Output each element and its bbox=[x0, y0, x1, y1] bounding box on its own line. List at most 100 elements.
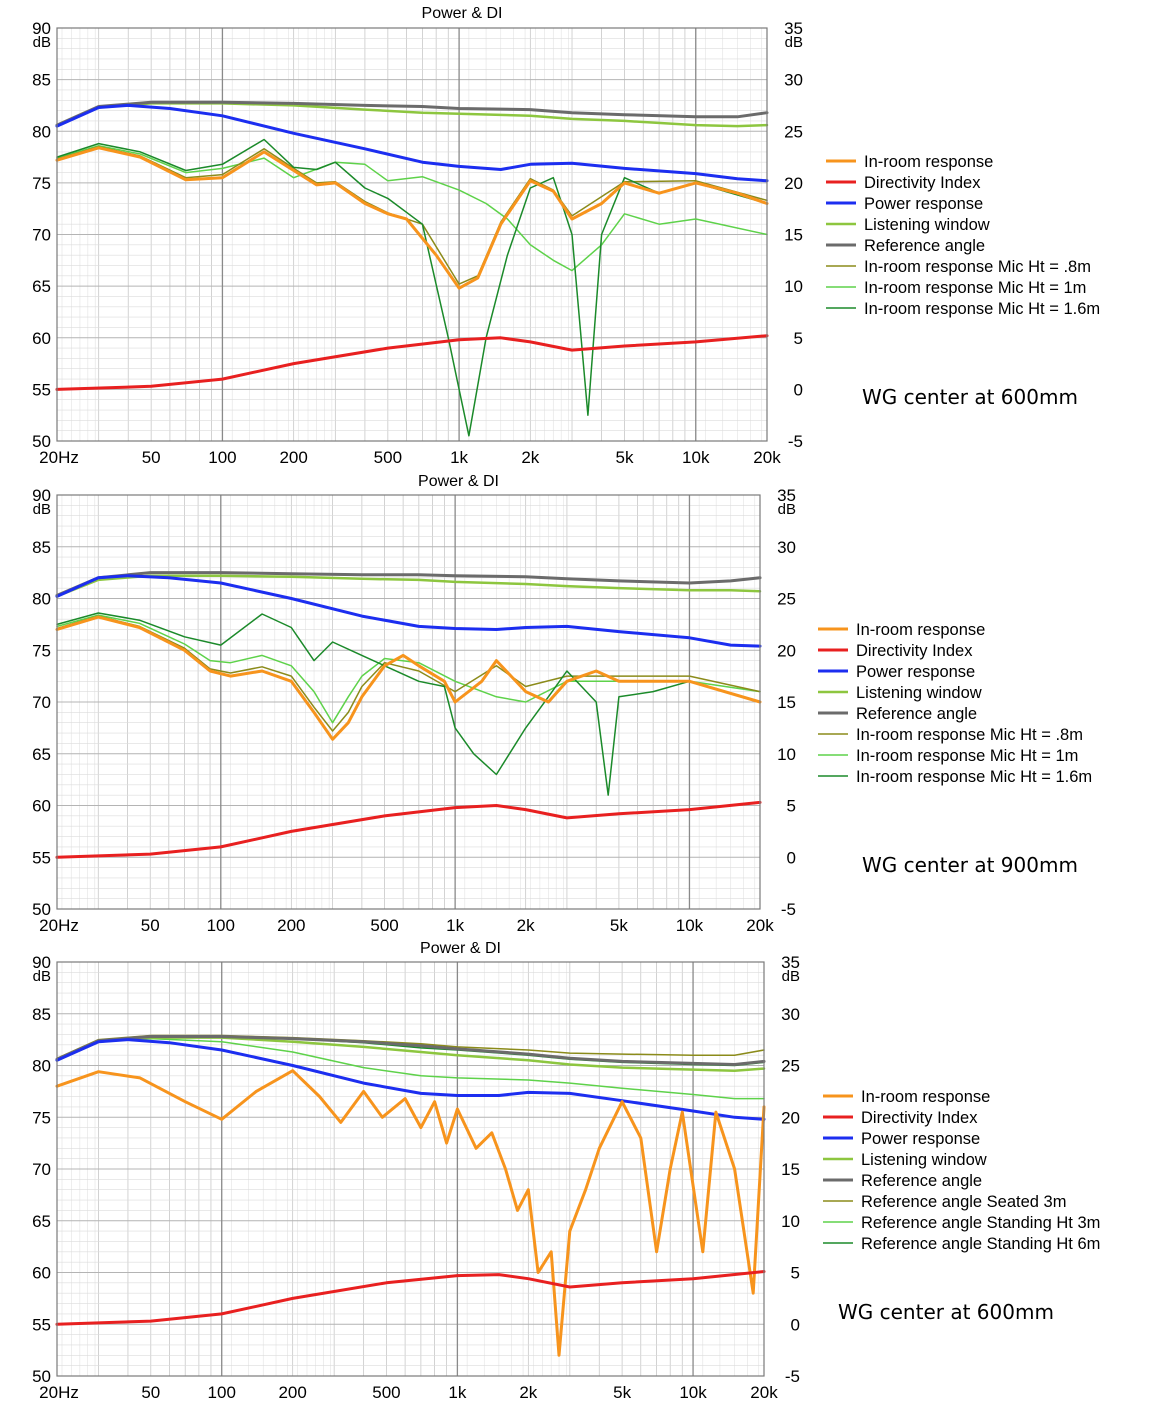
annotation-middle: WG center at 900mm bbox=[862, 853, 1078, 877]
y2-axis-unit: dB bbox=[785, 34, 803, 51]
legend-label: In-room response bbox=[864, 153, 993, 171]
plot-frame bbox=[56, 961, 765, 1377]
x-tick-label: 20Hz bbox=[39, 448, 79, 467]
x-tick-label: 10k bbox=[682, 448, 710, 467]
x-tick-label: 200 bbox=[277, 916, 305, 935]
x-tick-label: 10k bbox=[679, 1383, 707, 1402]
legend-label: Listening window bbox=[856, 684, 982, 702]
legend-label: Reference angle bbox=[856, 705, 977, 723]
series-line bbox=[55, 615, 762, 741]
y-tick-label: 90 bbox=[32, 486, 51, 505]
legend-label: In-room response bbox=[861, 1088, 990, 1106]
series-group bbox=[55, 571, 762, 859]
legend: In-room response Directivity Index Power r… bbox=[826, 153, 1100, 318]
x-tick-label: 2k bbox=[519, 1383, 537, 1402]
legend-label: In-room response Mic Ht = .8m bbox=[856, 726, 1083, 744]
x-tick-label: 500 bbox=[374, 448, 402, 467]
y2-tick-label: 25 bbox=[777, 590, 796, 609]
series-line bbox=[56, 1037, 765, 1100]
annotation-bottom: WG center at 600mm bbox=[838, 1300, 1054, 1324]
y-tick-label: 60 bbox=[32, 1264, 51, 1283]
chart-title: Power & DI bbox=[420, 940, 501, 957]
y2-tick-label: 35 bbox=[777, 486, 796, 505]
y2-tick-label: 5 bbox=[794, 329, 803, 348]
series-line bbox=[55, 574, 762, 598]
y2-tick-label: 20 bbox=[777, 641, 796, 660]
legend-label: In-room response Mic Ht = 1.6m bbox=[856, 768, 1092, 786]
x-tick-label: 20k bbox=[753, 448, 781, 467]
x-tick-label: 10k bbox=[676, 916, 704, 935]
legend-label: Reference angle Standing Ht 3m bbox=[861, 1214, 1100, 1232]
x-tick-label: 100 bbox=[208, 448, 236, 467]
y2-tick-label: 15 bbox=[781, 1160, 800, 1179]
y-tick-label: 65 bbox=[32, 745, 51, 764]
y-tick-label: 85 bbox=[32, 538, 51, 557]
y-tick-label: 90 bbox=[32, 19, 51, 38]
y2-tick-label: 10 bbox=[784, 277, 803, 296]
x-tick-label: 200 bbox=[278, 1383, 306, 1402]
legend-label: Power response bbox=[861, 1130, 980, 1148]
y2-tick-label: 30 bbox=[784, 71, 803, 90]
legend: In-room response Directivity Index Power r… bbox=[823, 1088, 1100, 1253]
chart-title: Power & DI bbox=[422, 5, 503, 22]
y-tick-label: 90 bbox=[32, 953, 51, 972]
y2-tick-label: 30 bbox=[777, 538, 796, 557]
y-tick-label: 50 bbox=[32, 432, 51, 451]
y-tick-label: 50 bbox=[32, 900, 51, 919]
y-tick-label: 70 bbox=[32, 226, 51, 245]
y2-axis-unit: dB bbox=[782, 968, 800, 985]
series-line bbox=[55, 571, 762, 597]
y2-tick-label: 15 bbox=[777, 693, 796, 712]
plot-frame bbox=[56, 27, 768, 442]
y2-tick-label: 10 bbox=[781, 1212, 800, 1231]
x-tick-label: 1k bbox=[448, 1383, 466, 1402]
y-axis-unit: dB bbox=[33, 34, 51, 51]
series-line bbox=[55, 1270, 766, 1326]
x-tick-label: 2k bbox=[517, 916, 535, 935]
chart-wg-900mm: Power & DI505560657075808590dB-505101520… bbox=[32, 473, 1092, 935]
y2-tick-label: 0 bbox=[787, 848, 796, 867]
legend-label: Reference angle bbox=[864, 237, 985, 255]
y2-tick-label: 30 bbox=[781, 1005, 800, 1024]
annotation-top: WG center at 600mm bbox=[862, 385, 1078, 409]
series-line bbox=[55, 334, 769, 391]
legend-label: Listening window bbox=[864, 216, 990, 234]
series-line bbox=[55, 146, 769, 290]
legend: In-room response Directivity Index Power r… bbox=[818, 621, 1092, 786]
x-tick-label: 2k bbox=[521, 448, 539, 467]
y2-tick-label: 35 bbox=[781, 953, 800, 972]
legend-label: Reference angle bbox=[861, 1172, 982, 1190]
series-line bbox=[56, 138, 768, 437]
y2-tick-label: 0 bbox=[794, 380, 803, 399]
y-axis-unit: dB bbox=[33, 968, 51, 985]
y-tick-label: 55 bbox=[32, 380, 51, 399]
y2-tick-label: 35 bbox=[784, 19, 803, 38]
series-line bbox=[55, 800, 762, 859]
series-group bbox=[55, 100, 769, 437]
y-tick-label: 55 bbox=[32, 848, 51, 867]
y-tick-label: 60 bbox=[32, 797, 51, 816]
y-tick-label: 85 bbox=[32, 1005, 51, 1024]
legend-label: Reference angle Standing Ht 6m bbox=[861, 1235, 1100, 1253]
y-tick-label: 85 bbox=[32, 71, 51, 90]
series-line bbox=[55, 1035, 766, 1066]
x-tick-label: 200 bbox=[279, 448, 307, 467]
grid bbox=[56, 27, 768, 442]
y2-tick-label: 15 bbox=[784, 226, 803, 245]
y-tick-label: 80 bbox=[32, 122, 51, 141]
series-line bbox=[56, 614, 761, 724]
x-tick-label: 1k bbox=[446, 916, 464, 935]
series-line bbox=[55, 574, 762, 648]
x-tick-label: 500 bbox=[372, 1383, 400, 1402]
y2-tick-label: 5 bbox=[787, 797, 796, 816]
x-tick-label: 20Hz bbox=[39, 1383, 79, 1402]
y-tick-label: 70 bbox=[32, 693, 51, 712]
x-tick-label: 5k bbox=[613, 1383, 631, 1402]
series-line bbox=[56, 144, 768, 272]
legend-label: Power response bbox=[864, 195, 983, 213]
plot-frame bbox=[56, 494, 761, 910]
y-tick-label: 55 bbox=[32, 1315, 51, 1334]
legend-label: Power response bbox=[856, 663, 975, 681]
y2-tick-label: 25 bbox=[784, 122, 803, 141]
